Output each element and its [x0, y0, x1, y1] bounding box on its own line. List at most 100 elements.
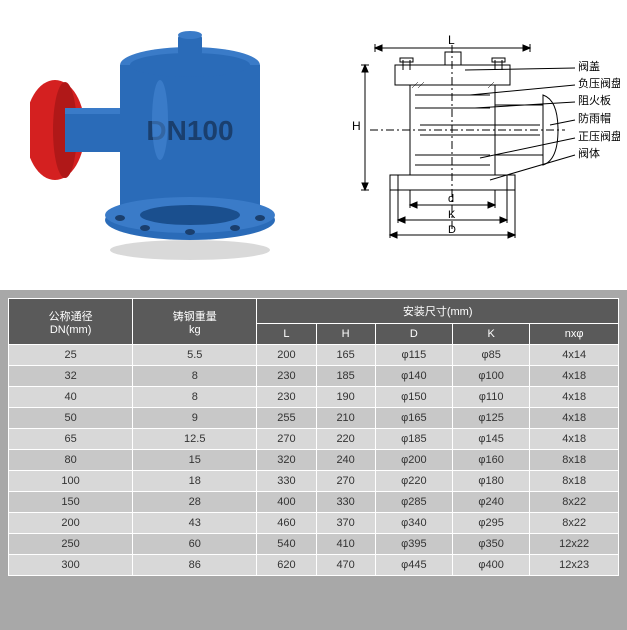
- table-cell: φ160: [453, 450, 530, 471]
- table-cell: 18: [133, 471, 257, 492]
- table-cell: φ125: [453, 408, 530, 429]
- table-cell: 370: [316, 513, 375, 534]
- table-cell: φ145: [453, 429, 530, 450]
- table-cell: 400: [257, 492, 316, 513]
- diag-label-neg: 负压阀盘: [578, 76, 620, 90]
- spec-table-body: 255.5200165φ115φ854x14328230185φ140φ1004…: [9, 345, 619, 576]
- col-L: L: [257, 324, 316, 345]
- table-cell: φ150: [375, 387, 452, 408]
- table-row: 20043460370φ340φ2958x22: [9, 513, 619, 534]
- table-cell: 4x18: [530, 408, 619, 429]
- table-cell: 230: [257, 366, 316, 387]
- dim-L: L: [448, 33, 455, 47]
- col-dn-header: 公称通径 DN(mm): [9, 299, 133, 345]
- table-cell: 270: [316, 471, 375, 492]
- table-cell: φ115: [375, 345, 452, 366]
- col-H: H: [316, 324, 375, 345]
- table-cell: 185: [316, 366, 375, 387]
- table-cell: φ85: [453, 345, 530, 366]
- technical-diagram-area: L H d K D 阀盖 负压阀盘 阻火板 防雨帽 正压阀盘 阀体: [340, 0, 627, 290]
- table-cell: 80: [9, 450, 133, 471]
- table-cell: φ180: [453, 471, 530, 492]
- table-cell: 190: [316, 387, 375, 408]
- table-cell: 65: [9, 429, 133, 450]
- table-row: 408230190φ150φ1104x18: [9, 387, 619, 408]
- diag-label-pos: 正压阀盘: [578, 129, 620, 143]
- table-cell: 12x23: [530, 555, 619, 576]
- diag-label-lid: 阀盖: [578, 59, 600, 73]
- col-weight-header: 铸钢重量 kg: [133, 299, 257, 345]
- table-cell: 4x18: [530, 387, 619, 408]
- table-cell: 320: [257, 450, 316, 471]
- table-cell: 165: [316, 345, 375, 366]
- technical-diagram: L H d K D 阀盖 负压阀盘 阻火板 防雨帽 正压阀盘 阀体: [340, 30, 620, 260]
- table-cell: φ400: [453, 555, 530, 576]
- table-cell: φ100: [453, 366, 530, 387]
- table-cell: 8x22: [530, 492, 619, 513]
- table-row: 328230185φ140φ1004x18: [9, 366, 619, 387]
- table-cell: φ350: [453, 534, 530, 555]
- table-row: 30086620470φ445φ40012x23: [9, 555, 619, 576]
- spec-table: 公称通径 DN(mm) 铸钢重量 kg 安装尺寸(mm) L H D K nxφ…: [8, 298, 619, 576]
- table-cell: 210: [316, 408, 375, 429]
- table-cell: 270: [257, 429, 316, 450]
- table-cell: 100: [9, 471, 133, 492]
- table-row: 25060540410φ395φ35012x22: [9, 534, 619, 555]
- product-photo-area: DN100: [0, 0, 340, 290]
- table-cell: 620: [257, 555, 316, 576]
- table-cell: 4x14: [530, 345, 619, 366]
- table-cell: 15: [133, 450, 257, 471]
- table-cell: φ340: [375, 513, 452, 534]
- spec-table-section: 公称通径 DN(mm) 铸钢重量 kg 安装尺寸(mm) L H D K nxφ…: [0, 290, 627, 630]
- table-cell: 4x18: [530, 429, 619, 450]
- dim-K: K: [448, 209, 456, 221]
- table-cell: 8x22: [530, 513, 619, 534]
- table-cell: 200: [257, 345, 316, 366]
- table-cell: 25: [9, 345, 133, 366]
- table-cell: φ185: [375, 429, 452, 450]
- table-cell: 220: [316, 429, 375, 450]
- diag-label-fire: 阻火板: [578, 93, 611, 107]
- col-K: K: [453, 324, 530, 345]
- diag-label-rain: 防雨帽: [578, 111, 611, 125]
- table-cell: 12x22: [530, 534, 619, 555]
- table-cell: φ110: [453, 387, 530, 408]
- col-D: D: [375, 324, 452, 345]
- table-cell: 330: [316, 492, 375, 513]
- dim-d: d: [448, 193, 454, 205]
- table-cell: 60: [133, 534, 257, 555]
- dim-H: H: [352, 119, 361, 133]
- valve-photo: DN100: [30, 20, 310, 270]
- table-row: 15028400330φ285φ2408x22: [9, 492, 619, 513]
- table-cell: 470: [316, 555, 375, 576]
- table-cell: 9: [133, 408, 257, 429]
- table-row: 6512.5270220φ185φ1454x18: [9, 429, 619, 450]
- table-cell: φ220: [375, 471, 452, 492]
- table-cell: 150: [9, 492, 133, 513]
- table-cell: 86: [133, 555, 257, 576]
- table-cell: 43: [133, 513, 257, 534]
- table-cell: φ445: [375, 555, 452, 576]
- table-row: 509255210φ165φ1254x18: [9, 408, 619, 429]
- table-cell: 240: [316, 450, 375, 471]
- table-cell: 32: [9, 366, 133, 387]
- table-cell: 4x18: [530, 366, 619, 387]
- table-cell: 28: [133, 492, 257, 513]
- col-nphi: nxφ: [530, 324, 619, 345]
- table-cell: 230: [257, 387, 316, 408]
- table-cell: 330: [257, 471, 316, 492]
- table-cell: φ295: [453, 513, 530, 534]
- table-cell: 12.5: [133, 429, 257, 450]
- table-cell: φ395: [375, 534, 452, 555]
- table-cell: 5.5: [133, 345, 257, 366]
- table-cell: 300: [9, 555, 133, 576]
- table-cell: 40: [9, 387, 133, 408]
- dim-D: D: [448, 224, 456, 236]
- table-cell: 8: [133, 387, 257, 408]
- table-cell: 540: [257, 534, 316, 555]
- table-cell: 410: [316, 534, 375, 555]
- table-cell: 200: [9, 513, 133, 534]
- table-cell: 8x18: [530, 450, 619, 471]
- table-row: 8015320240φ200φ1608x18: [9, 450, 619, 471]
- table-row: 255.5200165φ115φ854x14: [9, 345, 619, 366]
